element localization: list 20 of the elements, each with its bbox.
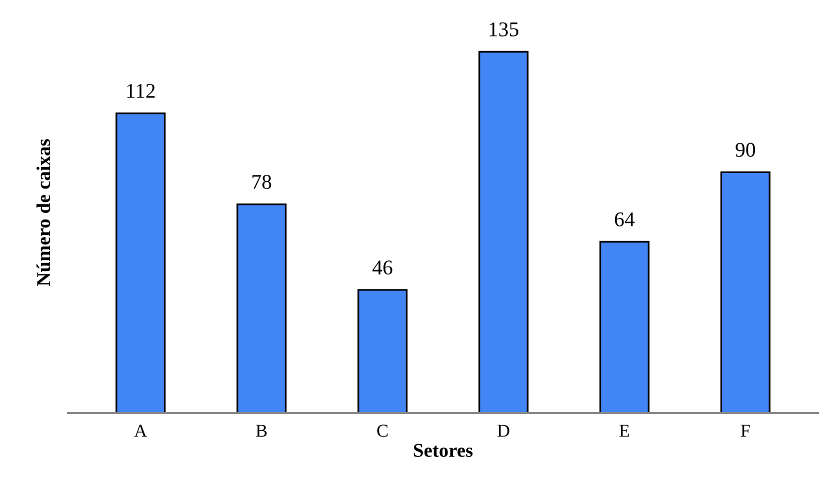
x-tick-label: E (619, 424, 630, 437)
x-tick-label: D (497, 424, 510, 437)
data-label: 135 (490, 22, 518, 36)
x-tick-label: B (256, 424, 267, 437)
data-label: 78 (252, 174, 272, 189)
y-axis-title: Número de caixas (36, 139, 50, 286)
bar (599, 240, 650, 413)
bar (478, 50, 529, 413)
data-label: 112 (127, 84, 155, 98)
data-label: 90 (736, 142, 756, 157)
bar (720, 171, 770, 413)
x-tick-label: A (134, 424, 147, 437)
data-label: 46 (372, 260, 392, 275)
bar (236, 203, 287, 413)
bar (116, 112, 166, 413)
x-tick-label: C (377, 424, 388, 437)
bar (357, 289, 408, 413)
x-tick-label: F (740, 424, 750, 437)
x-axis-title: Setores (414, 444, 473, 457)
data-label: 64 (614, 212, 635, 226)
